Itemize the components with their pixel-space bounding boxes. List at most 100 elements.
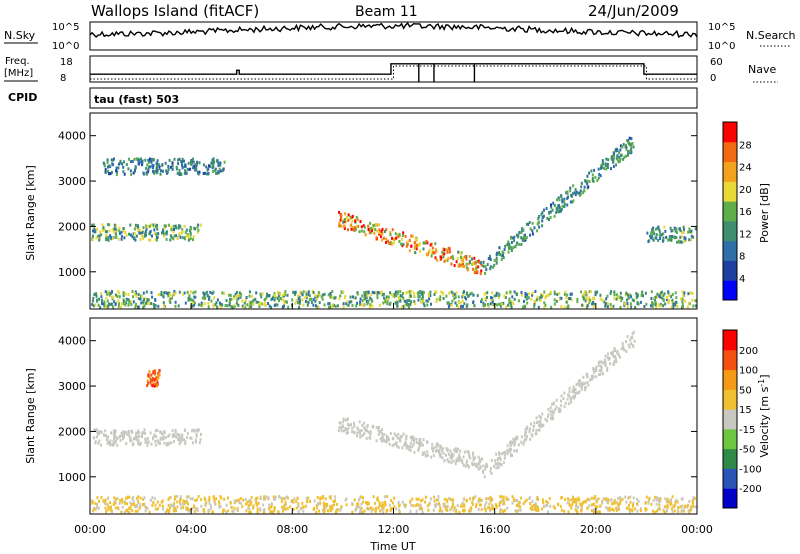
scatter-point: [191, 159, 194, 163]
scatter-point: [472, 456, 475, 460]
scatter-point: [146, 302, 149, 306]
scatter-point: [327, 293, 330, 297]
scatter-point: [130, 439, 133, 443]
scatter-point: [408, 305, 410, 309]
scatter-point: [533, 299, 536, 303]
scatter-point: [394, 301, 397, 305]
scatter-point: [681, 497, 684, 501]
scatter-point: [128, 300, 131, 304]
scatter-point: [531, 507, 533, 511]
scatter-point: [102, 161, 105, 165]
scatter-point: [178, 232, 181, 236]
scatter-point: [318, 301, 321, 305]
scatter-point: [532, 424, 535, 428]
scatter-point: [135, 431, 138, 435]
scatter-point: [145, 297, 148, 301]
scatter-point: [372, 223, 375, 227]
scatter-point: [619, 148, 622, 152]
scatter-point: [118, 226, 121, 230]
scatter-point: [104, 498, 107, 502]
scatter-point: [367, 224, 370, 228]
scatter-point: [586, 497, 589, 501]
scatter-point: [270, 305, 273, 309]
scatter-point: [205, 172, 208, 176]
scatter-point: [480, 300, 483, 303]
scatter-point: [122, 229, 125, 233]
scatter-point: [488, 502, 491, 506]
scatter-point: [129, 436, 132, 440]
scatter-point: [147, 165, 150, 169]
scatter-point: [537, 217, 540, 220]
scatter-point: [472, 293, 475, 297]
scatter-point: [443, 459, 446, 462]
scatter-point: [467, 294, 470, 298]
scatter-point: [128, 429, 130, 433]
scatter-point: [240, 292, 243, 296]
scatter-point: [353, 424, 356, 428]
velocity-colorbar-label-exponent: -1: [757, 379, 766, 387]
scatter-point: [513, 239, 516, 243]
scatter-point: [477, 500, 480, 504]
scatter-point: [615, 508, 618, 512]
scatter-point: [486, 303, 489, 306]
scatter-point: [208, 509, 211, 512]
scatter-point: [312, 303, 315, 307]
scatter-point: [338, 426, 341, 429]
scatter-point: [631, 332, 634, 336]
scatter-point: [317, 305, 320, 309]
scatter-point: [190, 162, 193, 166]
scatter-point: [679, 240, 682, 244]
scatter-point: [656, 509, 658, 513]
scatter-point: [441, 291, 444, 295]
scatter-point: [502, 301, 505, 305]
scatter-point: [539, 296, 542, 300]
scatter-point: [177, 226, 180, 230]
scatter-point: [92, 436, 95, 440]
scatter-point: [195, 163, 197, 167]
scatter-point: [161, 231, 163, 235]
scatter-point: [254, 297, 257, 301]
scatter-point: [184, 428, 186, 432]
scatter-point: [382, 236, 385, 240]
scatter-point: [154, 429, 157, 433]
scatter-point: [598, 369, 601, 373]
scatter-point: [405, 442, 407, 446]
scatter-point: [604, 363, 607, 367]
scatter-point: [553, 302, 556, 306]
scatter-point: [469, 456, 472, 460]
colorbar-segment: [723, 369, 737, 390]
scatter-point: [666, 497, 669, 501]
scatter-point: [403, 299, 406, 303]
scatter-point: [395, 507, 398, 511]
scatter-point: [694, 299, 697, 303]
scatter-point: [374, 223, 376, 227]
scatter-point: [485, 268, 488, 272]
scatter-point: [590, 374, 593, 378]
scatter-point: [570, 292, 573, 296]
scatter-point: [509, 444, 512, 448]
scatter-point: [353, 421, 355, 425]
scatter-point: [213, 296, 216, 300]
scatter-point: [430, 455, 433, 459]
scatter-point: [682, 230, 685, 234]
scatter-point: [147, 374, 150, 378]
scatter-point: [454, 462, 457, 466]
scatter-point: [99, 230, 102, 234]
scatter-point: [524, 428, 527, 432]
scatter-point: [316, 502, 319, 506]
scatter-point: [575, 190, 578, 194]
scatter-point: [469, 509, 472, 513]
scatter-point: [586, 292, 589, 296]
scatter-point: [600, 166, 602, 170]
scatter-point: [666, 296, 669, 299]
region-near-range-ground-scatter: [91, 495, 697, 514]
scatter-point: [484, 271, 487, 275]
scatter-point: [351, 214, 354, 218]
scatter-point: [625, 340, 628, 343]
scatter-point: [187, 296, 190, 300]
scatter-point: [351, 426, 354, 430]
scatter-point: [184, 231, 187, 234]
scatter-point: [529, 233, 531, 237]
scatter-point: [595, 500, 598, 504]
cpid-value: tau (fast) 503: [94, 93, 179, 106]
